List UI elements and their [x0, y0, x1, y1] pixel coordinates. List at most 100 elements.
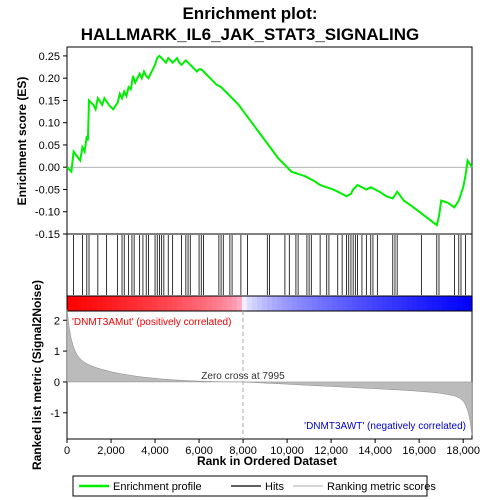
color-bar-segment — [232, 296, 238, 311]
color-bar-segment — [217, 296, 223, 311]
es-y-tick-label: 0.10 — [39, 118, 60, 130]
color-bar-segment — [242, 296, 248, 311]
es-y-axis: 0.25 0.20 0.15 0.10 0.05 0.00 -0.05 -0.10 -0.15 — [35, 51, 67, 241]
color-bar-segment — [162, 296, 168, 311]
color-bar-segment — [362, 296, 368, 311]
color-bar-segment — [122, 296, 128, 311]
es-y-tick-label: -0.15 — [35, 229, 60, 241]
color-bar-segment — [227, 296, 233, 311]
color-bar-segment — [322, 296, 328, 311]
color-bar-segment — [312, 296, 318, 311]
color-bar-segment — [387, 296, 393, 311]
color-bar-segment — [372, 296, 378, 311]
legend-profile-label: Enrichment profile — [113, 481, 202, 493]
color-bar-segment — [67, 296, 73, 311]
color-bar-segment — [292, 296, 298, 311]
color-bar-segment — [127, 296, 133, 311]
metric-y-axis-label: Ranked list metric (Signal2Noise) — [30, 280, 44, 470]
color-bar-segment — [272, 296, 278, 311]
x-tick-label: 16,000 — [402, 445, 436, 457]
color-bar-segment — [192, 296, 198, 311]
metric-y-tick-label: 1 — [54, 346, 60, 358]
color-bar-segment — [277, 296, 283, 311]
color-bar-segment — [452, 296, 458, 311]
color-bar-segment — [307, 296, 313, 311]
color-bar-segment — [117, 296, 123, 311]
color-bar-segment — [352, 296, 358, 311]
x-tick-label: 2,000 — [97, 445, 125, 457]
color-bar-segment — [432, 296, 438, 311]
chart-title-line2: HALLMARK_IL6_JAK_STAT3_SIGNALING — [81, 25, 419, 44]
color-bar-segment — [302, 296, 308, 311]
color-bar-segment — [97, 296, 103, 311]
color-bar-segment — [177, 296, 183, 311]
color-bar-segment — [142, 296, 148, 311]
color-bar-segment — [222, 296, 228, 311]
negative-correlation-label: 'DNMT3AWT' (negatively correlated) — [304, 421, 466, 432]
color-bar-segment — [262, 296, 268, 311]
metric-y-axis: 2 1 0 -1 — [50, 315, 67, 420]
color-bar-segment — [367, 296, 373, 311]
color-bar-segment — [287, 296, 293, 311]
x-tick-label: 0 — [64, 445, 70, 457]
x-tick-label: 12,000 — [314, 445, 348, 457]
color-bar-segment — [357, 296, 363, 311]
color-bar-segment — [82, 296, 88, 311]
color-bar-segment — [202, 296, 208, 311]
color-bar-segment — [77, 296, 83, 311]
color-bar-segment — [247, 296, 253, 311]
color-bar-segment — [317, 296, 323, 311]
color-bar-segment — [137, 296, 143, 311]
es-y-axis-label: Enrichment score (ES) — [15, 77, 29, 206]
color-bar-segment — [407, 296, 413, 311]
color-bar-segment — [237, 296, 243, 311]
color-bar-segment — [417, 296, 423, 311]
color-bar-segment — [297, 296, 303, 311]
color-bar-segment — [92, 296, 98, 311]
color-bar-segment — [252, 296, 258, 311]
color-bar-segment — [257, 296, 263, 311]
es-y-tick-label: 0.00 — [39, 162, 60, 174]
x-tick-label: 4,000 — [141, 445, 169, 457]
color-bar-segment — [182, 296, 188, 311]
es-y-tick-label: 0.25 — [39, 51, 60, 63]
enrichment-profile-line — [66, 54, 473, 227]
color-bar-segment — [267, 296, 273, 311]
color-bar-segment — [152, 296, 158, 311]
rank-color-bar — [67, 296, 473, 311]
metric-y-tick-label: 0 — [54, 377, 60, 389]
color-bar-segment — [462, 296, 468, 311]
color-bar-segment — [412, 296, 418, 311]
color-bar-segment — [157, 296, 163, 311]
x-axis-label: Rank in Ordered Dataset — [197, 454, 337, 468]
color-bar-segment — [337, 296, 343, 311]
color-bar-segment — [327, 296, 333, 311]
es-y-tick-label: -0.05 — [35, 184, 60, 196]
color-bar-segment — [437, 296, 443, 311]
color-bar-segment — [102, 296, 108, 311]
es-y-tick-label: 0.05 — [39, 140, 60, 152]
color-bar-segment — [422, 296, 428, 311]
color-bar-segment — [107, 296, 113, 311]
color-bar-segment — [377, 296, 383, 311]
legend-metric-label: Ranking metric scores — [327, 481, 436, 493]
color-bar-segment — [172, 296, 178, 311]
color-bar-segment — [347, 296, 353, 311]
zero-cross-label: Zero cross at 7995 — [201, 371, 285, 382]
es-y-tick-label: 0.15 — [39, 95, 60, 107]
chart-title-line1: Enrichment plot: — [182, 4, 317, 23]
x-tick-label: 6,000 — [185, 445, 213, 457]
color-bar-segment — [332, 296, 338, 311]
color-bar-segment — [467, 296, 473, 311]
color-bar-segment — [442, 296, 448, 311]
metric-y-tick-label: 2 — [54, 315, 60, 327]
color-bar-segment — [342, 296, 348, 311]
es-y-tick-label: 0.20 — [39, 73, 60, 85]
x-tick-label: 10,000 — [270, 445, 304, 457]
x-axis: 0 2,000 4,000 6,000 8,000 10,000 12,000 14,000 1… — [64, 439, 480, 457]
color-bar-segment — [427, 296, 433, 311]
color-bar-segment — [72, 296, 78, 311]
es-y-tick-label: -0.10 — [35, 207, 60, 219]
